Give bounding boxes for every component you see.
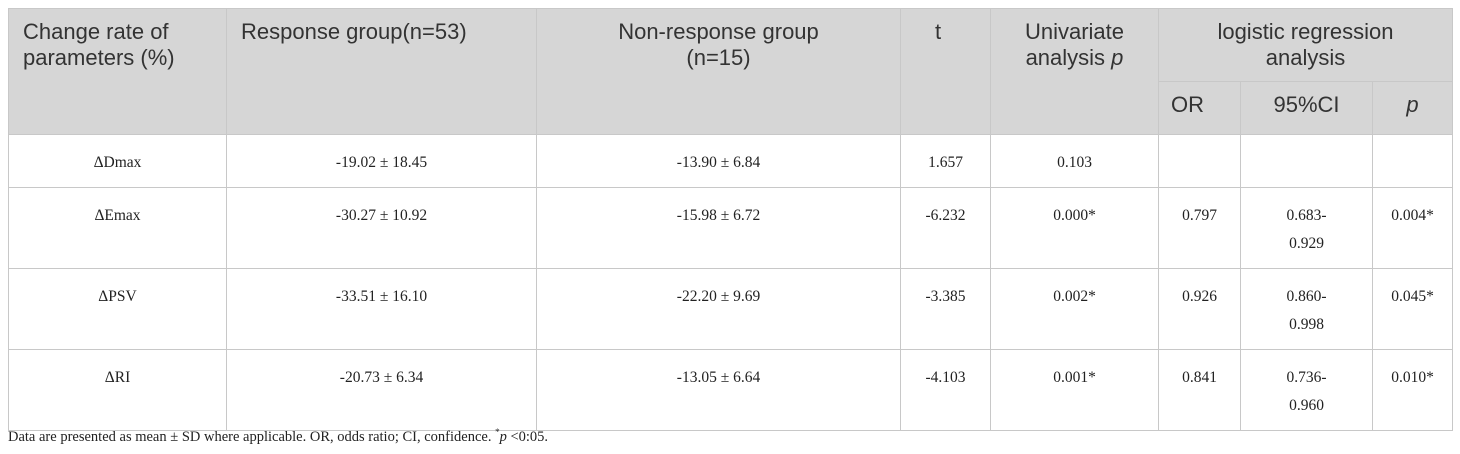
cell-text: ΔDmax bbox=[93, 154, 142, 171]
table-cell: -20.73 ± 6.34 bbox=[226, 349, 537, 431]
table-cell: -33.51 ± 16.10 bbox=[226, 268, 537, 350]
table-cell: 0.103 bbox=[990, 134, 1159, 188]
footnote-text: <0:05. bbox=[506, 428, 549, 445]
cell-text: -6.232 bbox=[925, 207, 966, 224]
cell-text: -33.51 ± 16.10 bbox=[335, 288, 428, 305]
table-cell: ΔEmax bbox=[8, 187, 227, 269]
table-row: ΔEmax -30.27 ± 10.92 -15.98 ± 6.72 -6.232 0.… bbox=[8, 187, 1454, 269]
table-row: ΔPSV -33.51 ± 16.10 -22.20 ± 9.69 -3.385 0.0… bbox=[8, 268, 1454, 350]
cell-text: 0.736-0.960 bbox=[1286, 369, 1327, 414]
footnote-italic: p bbox=[499, 428, 507, 445]
empty-cell bbox=[1371, 134, 1454, 188]
table-cell: 0.002* bbox=[990, 268, 1159, 350]
table-cell: ΔRI bbox=[8, 349, 227, 431]
table-cell: -30.27 ± 10.92 bbox=[226, 187, 537, 269]
cell-text: ΔPSV bbox=[98, 288, 137, 305]
header-text: Non-response group (n=15) bbox=[618, 19, 819, 70]
header-italic: p bbox=[1406, 92, 1419, 117]
table-body: ΔDmax -19.02 ± 18.45 -13.90 ± 6.84 1.657 0.1… bbox=[8, 134, 1454, 431]
cell-text: 0.103 bbox=[1057, 154, 1092, 171]
table-cell: 0.010* bbox=[1371, 349, 1454, 431]
cell-text: 1.657 bbox=[928, 154, 963, 171]
header-cell: t bbox=[900, 8, 991, 135]
cell-text: 0.045* bbox=[1391, 288, 1434, 305]
table-cell: -22.20 ± 9.69 bbox=[536, 268, 901, 350]
header-cell: 95%CI bbox=[1240, 81, 1373, 135]
cell-text: 0.002* bbox=[1053, 288, 1096, 305]
table-cell: 0.004* bbox=[1371, 187, 1454, 269]
table-cell: ΔDmax bbox=[8, 134, 227, 188]
header-cell: p bbox=[1371, 81, 1454, 135]
header-row: OR 95%CI p bbox=[9, 81, 1454, 135]
footnote: Data are presented as mean ± SD where ap… bbox=[8, 427, 548, 446]
cell-text: -15.98 ± 6.72 bbox=[676, 207, 761, 224]
cell-text: -3.385 bbox=[925, 288, 966, 305]
header-italic: p bbox=[1111, 45, 1124, 70]
header-cell: Response group(n=53) bbox=[226, 8, 537, 135]
cell-text: 0.860-0.998 bbox=[1286, 288, 1327, 333]
data-table: Change rate of parameters (%) Response g… bbox=[8, 8, 1454, 431]
table-cell: 0.926 bbox=[1158, 268, 1241, 350]
header-cell: Univariate analysis p bbox=[990, 8, 1159, 135]
cell-text: 0.683-0.929 bbox=[1286, 207, 1327, 252]
table-cell: -4.103 bbox=[900, 349, 991, 431]
table-cell: 0.736-0.960 bbox=[1240, 349, 1373, 431]
table-wrap: Change rate of parameters (%) Response g… bbox=[8, 8, 1454, 431]
table-cell: 0.001* bbox=[990, 349, 1159, 431]
table-cell: -13.90 ± 6.84 bbox=[536, 134, 901, 188]
cell-text: 0.926 bbox=[1182, 288, 1217, 305]
table-cell: ΔPSV bbox=[8, 268, 227, 350]
cell-text: 0.001* bbox=[1053, 369, 1096, 386]
empty-cell bbox=[1240, 134, 1373, 188]
cell-text: 0.797 bbox=[1182, 207, 1217, 224]
cell-text: 0.010* bbox=[1391, 369, 1434, 386]
header-group: logistic regression analysis bbox=[1157, 8, 1454, 82]
empty-cell bbox=[1158, 134, 1241, 188]
footnote-text: Data are presented as mean ± SD where ap… bbox=[8, 428, 496, 445]
cell-text: -20.73 ± 6.34 bbox=[339, 369, 424, 386]
cell-text: -4.103 bbox=[925, 369, 966, 386]
table-cell: 0.797 bbox=[1158, 187, 1241, 269]
cell-text: 0.000* bbox=[1053, 207, 1096, 224]
cell-text: -22.20 ± 9.69 bbox=[676, 288, 761, 305]
table-header: Change rate of parameters (%) Response g… bbox=[8, 8, 1454, 135]
table-cell: -19.02 ± 18.45 bbox=[226, 134, 537, 188]
table-cell: -15.98 ± 6.72 bbox=[536, 187, 901, 269]
cell-text: -13.05 ± 6.64 bbox=[676, 369, 761, 386]
table-row: ΔRI -20.73 ± 6.34 -13.05 ± 6.64 -4.103 0.001… bbox=[8, 349, 1454, 431]
cell-text: ΔEmax bbox=[94, 207, 141, 224]
header-cell: Change rate of parameters (%) bbox=[8, 8, 227, 135]
table-cell: 0.045* bbox=[1371, 268, 1454, 350]
table-cell: 1.657 bbox=[900, 134, 991, 188]
header-row: Change rate of parameters (%) Response g… bbox=[8, 8, 1454, 135]
table-cell: 0.860-0.998 bbox=[1240, 268, 1373, 350]
footnote-mark: * bbox=[495, 427, 500, 437]
table-cell: -3.385 bbox=[900, 268, 991, 350]
cell-text: -13.90 ± 6.84 bbox=[676, 154, 761, 171]
table-row: ΔDmax -19.02 ± 18.45 -13.90 ± 6.84 1.657 0.1… bbox=[8, 134, 1454, 188]
cell-text: 0.004* bbox=[1391, 207, 1434, 224]
cell-text: -19.02 ± 18.45 bbox=[335, 154, 428, 171]
header-cell: Non-response group (n=15) bbox=[536, 8, 901, 135]
cell-text: 0.841 bbox=[1182, 369, 1217, 386]
table-cell: -6.232 bbox=[900, 187, 991, 269]
cell-text: -30.27 ± 10.92 bbox=[335, 207, 428, 224]
header-cell: OR bbox=[1158, 81, 1241, 135]
cell-text: ΔRI bbox=[104, 369, 131, 386]
header-text: Univariate analysis bbox=[1024, 19, 1125, 70]
table-cell: 0.841 bbox=[1158, 349, 1241, 431]
table-cell: 0.683-0.929 bbox=[1240, 187, 1373, 269]
table-cell: 0.000* bbox=[990, 187, 1159, 269]
header-text: logistic regression analysis bbox=[1217, 19, 1394, 70]
table-cell: -13.05 ± 6.64 bbox=[536, 349, 901, 431]
